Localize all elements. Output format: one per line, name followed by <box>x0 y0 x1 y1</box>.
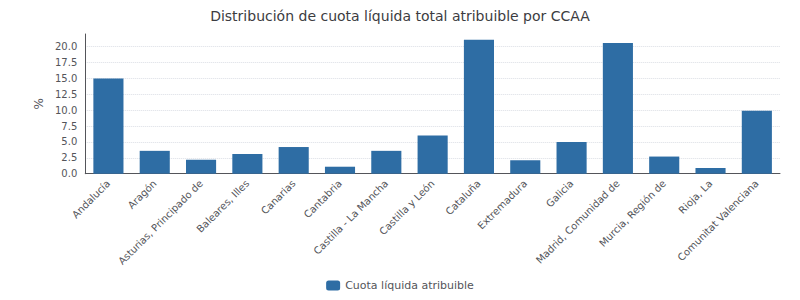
svg-text:0.0: 0.0 <box>61 168 77 179</box>
svg-text:10.0: 10.0 <box>55 105 77 116</box>
svg-text:2.5: 2.5 <box>61 152 77 163</box>
svg-text:12.5: 12.5 <box>55 89 77 100</box>
svg-text:Aragón: Aragón <box>126 178 159 211</box>
svg-text:Castilla y León: Castilla y León <box>377 178 436 237</box>
svg-text:Asturias, Principado de: Asturias, Principado de <box>116 178 205 267</box>
svg-text:7.5: 7.5 <box>61 121 77 132</box>
svg-text:Extremadura: Extremadura <box>475 178 529 232</box>
svg-text:Cantabria: Cantabria <box>302 178 344 220</box>
svg-text:Murcia, Región de: Murcia, Región de <box>597 178 668 249</box>
svg-text:Andalucía: Andalucía <box>70 178 113 221</box>
svg-text:Canarias: Canarias <box>259 178 298 217</box>
svg-text:Madrid, Comunidad de: Madrid, Comunidad de <box>534 178 622 266</box>
svg-text:%: % <box>32 98 46 109</box>
svg-text:Distribución de cuota líquida: Distribución de cuota líquida total atri… <box>210 8 590 24</box>
svg-text:Cataluña: Cataluña <box>443 178 482 217</box>
svg-text:Rioja, La: Rioja, La <box>676 178 714 216</box>
svg-text:20.0: 20.0 <box>55 41 77 52</box>
svg-text:Comunitat Valenciana: Comunitat Valenciana <box>675 178 760 263</box>
svg-text:15.0: 15.0 <box>55 73 77 84</box>
svg-text:Castilla - La Mancha: Castilla - La Mancha <box>311 178 390 257</box>
svg-text:17.5: 17.5 <box>55 57 77 68</box>
svg-text:Baleares, Illes: Baleares, Illes <box>194 178 251 235</box>
svg-text:Cuota líquida atribuible: Cuota líquida atribuible <box>345 279 474 292</box>
svg-text:Galicia: Galicia <box>544 178 576 210</box>
svg-text:5.0: 5.0 <box>61 136 77 147</box>
